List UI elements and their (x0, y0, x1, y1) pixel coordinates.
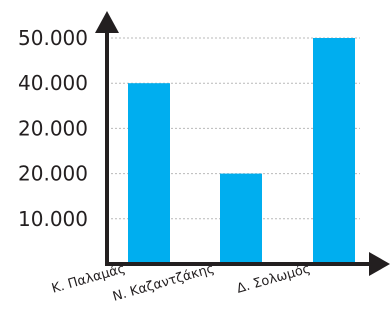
bar (220, 173, 262, 262)
y-tick-label: 10.000 (18, 207, 88, 231)
y-tick-label: 20.000 (18, 116, 88, 140)
axes (95, 11, 390, 276)
bar (128, 83, 170, 262)
x-tick-label: Δ. Σολωμός (235, 261, 312, 296)
y-axis-arrow-icon (95, 11, 119, 33)
bars (128, 38, 355, 262)
y-tick-labels: 10.000 20.000 20.000 40.000 50.000 (18, 26, 88, 231)
y-tick-label: 20.000 (18, 162, 88, 186)
y-tick-label: 40.000 (18, 71, 88, 95)
y-tick-label: 50.000 (18, 26, 88, 50)
x-tick-label: Ν. Καζαντζάκης (111, 261, 216, 304)
bar (313, 38, 355, 262)
x-axis-arrow-icon (369, 252, 390, 276)
